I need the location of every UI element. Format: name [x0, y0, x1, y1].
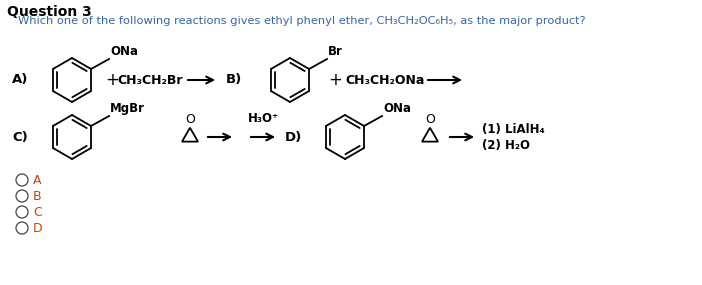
Text: C): C): [12, 131, 28, 144]
Text: A): A): [12, 74, 28, 87]
Text: MgBr: MgBr: [110, 102, 145, 115]
Text: +: +: [328, 71, 342, 89]
Text: A: A: [33, 174, 41, 186]
Text: D: D: [33, 221, 43, 235]
Text: Question 3: Question 3: [7, 5, 92, 19]
Text: CH₃CH₂ONa: CH₃CH₂ONa: [345, 74, 425, 87]
Text: B: B: [33, 190, 41, 203]
Text: CH₃CH₂Br: CH₃CH₂Br: [117, 74, 183, 87]
Text: +: +: [105, 71, 119, 89]
Text: B): B): [226, 74, 242, 87]
Text: Which one of the following reactions gives ethyl phenyl ether, CH₃CH₂OC₆H₅, as t: Which one of the following reactions giv…: [18, 16, 585, 26]
Text: H₃O⁺: H₃O⁺: [247, 112, 279, 125]
Text: C: C: [33, 205, 41, 219]
Text: (1) LiAlH₄: (1) LiAlH₄: [482, 123, 545, 135]
Text: O: O: [185, 113, 195, 126]
Text: Br: Br: [328, 45, 343, 58]
Text: ONa: ONa: [383, 102, 411, 115]
Text: O: O: [425, 113, 435, 126]
Text: (2) H₂O: (2) H₂O: [482, 139, 530, 152]
Text: D): D): [285, 131, 303, 144]
Text: ONa: ONa: [110, 45, 138, 58]
